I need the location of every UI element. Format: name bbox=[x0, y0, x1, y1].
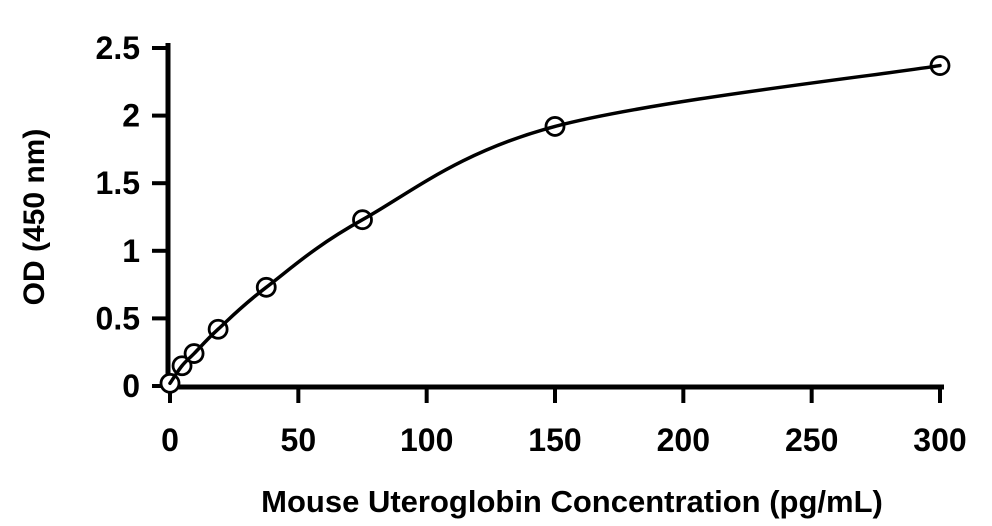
y-tick-label: 2.5 bbox=[96, 30, 140, 66]
x-tick-label: 250 bbox=[785, 422, 838, 458]
x-tick-label: 200 bbox=[657, 422, 710, 458]
y-tick-label: 0 bbox=[122, 368, 140, 404]
y-tick-label: 2 bbox=[122, 98, 140, 134]
standard-curve-line bbox=[168, 63, 942, 386]
x-tick-label: 100 bbox=[400, 422, 453, 458]
y-tick-label: 0.5 bbox=[96, 300, 140, 336]
x-tick-label: 50 bbox=[281, 422, 317, 458]
y-tick-label: 1.5 bbox=[96, 165, 140, 201]
plot-area: 0 0.5 1 1.5 2 2.5 0 50 100 150 200 250 300 bbox=[96, 30, 967, 458]
x-tick-label: 150 bbox=[528, 422, 581, 458]
y-tick-label: 1 bbox=[122, 233, 140, 269]
x-axis-title: Mouse Uteroglobin Concentration (pg/mL) bbox=[261, 484, 883, 519]
x-tick-label: 0 bbox=[161, 422, 179, 458]
y-axis-title: OD (450 nm) bbox=[18, 129, 51, 306]
x-tick-label: 300 bbox=[913, 422, 966, 458]
